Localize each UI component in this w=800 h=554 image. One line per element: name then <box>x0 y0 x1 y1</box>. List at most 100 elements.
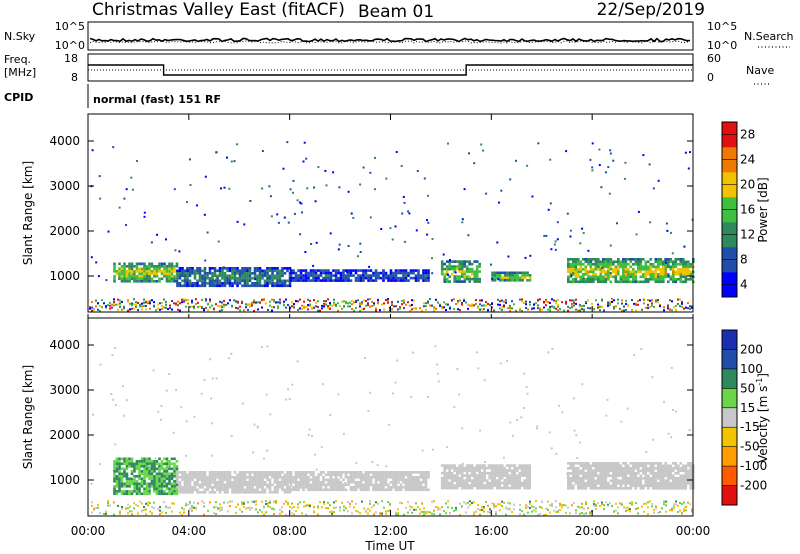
velocity-cell <box>364 488 368 492</box>
velocity-noise-cell <box>255 508 257 511</box>
power-noise-cell <box>189 305 191 308</box>
velocity-cell <box>352 486 355 489</box>
power-cell <box>211 277 214 280</box>
power-noise-cell <box>109 307 111 310</box>
power-cell <box>302 269 305 272</box>
power-noise-cell <box>597 303 599 306</box>
velocity-scatter-cell <box>230 352 233 355</box>
power-cell <box>271 279 274 283</box>
power-noise-cell <box>647 306 649 309</box>
power-noise-cell <box>303 305 305 308</box>
power-cell <box>679 280 683 284</box>
velocity-cell <box>654 462 658 465</box>
power-cell <box>669 260 673 264</box>
power-scatter-cell <box>447 142 449 145</box>
power-cell <box>278 269 282 273</box>
velocity-noise-cell <box>553 509 555 512</box>
velocity-cell <box>394 473 398 477</box>
velocity-cell <box>602 477 605 480</box>
power-cell <box>281 274 284 278</box>
velocity-cell <box>118 475 121 478</box>
velocity-cell <box>518 471 521 475</box>
velocity-cell <box>342 486 345 489</box>
power-scatter-cell <box>380 228 383 230</box>
velocity-cell <box>414 481 418 484</box>
velocity-cell <box>642 464 645 468</box>
velocity-cell <box>455 484 459 487</box>
velocity-cell <box>468 484 471 487</box>
power-cell <box>594 275 598 279</box>
power-noise-cell <box>315 305 317 308</box>
velocity-noise-cell <box>635 502 637 505</box>
power-cell <box>417 274 420 277</box>
power-cell <box>273 269 277 273</box>
power-scatter-cell <box>431 238 434 240</box>
velocity-noise-cell <box>151 506 153 509</box>
power-cell <box>158 267 161 271</box>
velocity-cell <box>130 472 134 476</box>
power-cell <box>334 279 338 282</box>
power-cell <box>669 275 673 279</box>
power-cell <box>173 265 176 268</box>
velocity-cell <box>283 491 287 494</box>
velocity-cell <box>518 464 521 467</box>
velocity-cell <box>258 483 262 487</box>
power-noise-cell <box>187 302 189 305</box>
velocity-cell <box>584 462 588 465</box>
power-noise-cell <box>131 307 133 310</box>
velocity-cell <box>191 491 194 494</box>
velocity-cell <box>619 472 623 475</box>
velocity-cell <box>582 482 585 485</box>
power-cell <box>263 284 267 288</box>
velocity-cell <box>622 479 625 483</box>
power-cell <box>622 278 625 281</box>
power-scatter-cell <box>427 221 430 224</box>
velocity-cell <box>140 465 144 468</box>
power-cell <box>208 279 212 283</box>
power-scatter-cell <box>312 264 315 267</box>
power-cell <box>594 268 598 271</box>
power-cell <box>404 276 408 280</box>
power-cell <box>231 267 234 270</box>
velocity-cell <box>525 481 529 485</box>
power-cell <box>599 268 603 271</box>
velocity-cell <box>288 491 292 494</box>
velocity-cell <box>579 462 583 465</box>
power-cell <box>145 280 149 283</box>
power-cell <box>304 279 308 282</box>
velocity-cell <box>153 467 156 471</box>
velocity-cell <box>679 469 683 473</box>
velocity-noise-cell <box>651 505 653 508</box>
power-noise-cell <box>311 307 313 310</box>
power-noise-cell <box>275 301 277 304</box>
velocity-cell <box>294 471 298 474</box>
power-cell <box>193 274 197 278</box>
velocity-cell <box>357 471 360 474</box>
velocity-cell <box>334 486 338 489</box>
power-noise-cell <box>237 300 239 303</box>
power-cell <box>307 279 310 282</box>
power-scatter-cell <box>302 160 305 163</box>
power-noise-cell <box>497 298 499 301</box>
velocity-cell <box>163 482 166 486</box>
velocity-cell <box>329 486 333 489</box>
power-cell <box>258 269 262 273</box>
power-noise-cell <box>533 307 535 310</box>
velocity-cell <box>183 486 187 489</box>
velocity-cell <box>276 471 279 474</box>
power-cell <box>165 272 169 276</box>
power-cell <box>399 269 403 272</box>
power-cell <box>359 276 363 280</box>
velocity-cell <box>654 482 658 485</box>
velocity-noise-cell <box>463 501 465 504</box>
velocity-cell <box>445 484 449 487</box>
velocity-cell <box>677 464 680 468</box>
velocity-cell <box>684 464 688 468</box>
power-cell <box>657 265 660 269</box>
power-cell <box>594 278 598 281</box>
velocity-noise-cell <box>509 508 511 511</box>
power-cell <box>246 279 249 283</box>
velocity-cell <box>266 478 269 482</box>
velocity-noise-cell <box>587 507 589 510</box>
power-noise-cell <box>209 306 211 309</box>
